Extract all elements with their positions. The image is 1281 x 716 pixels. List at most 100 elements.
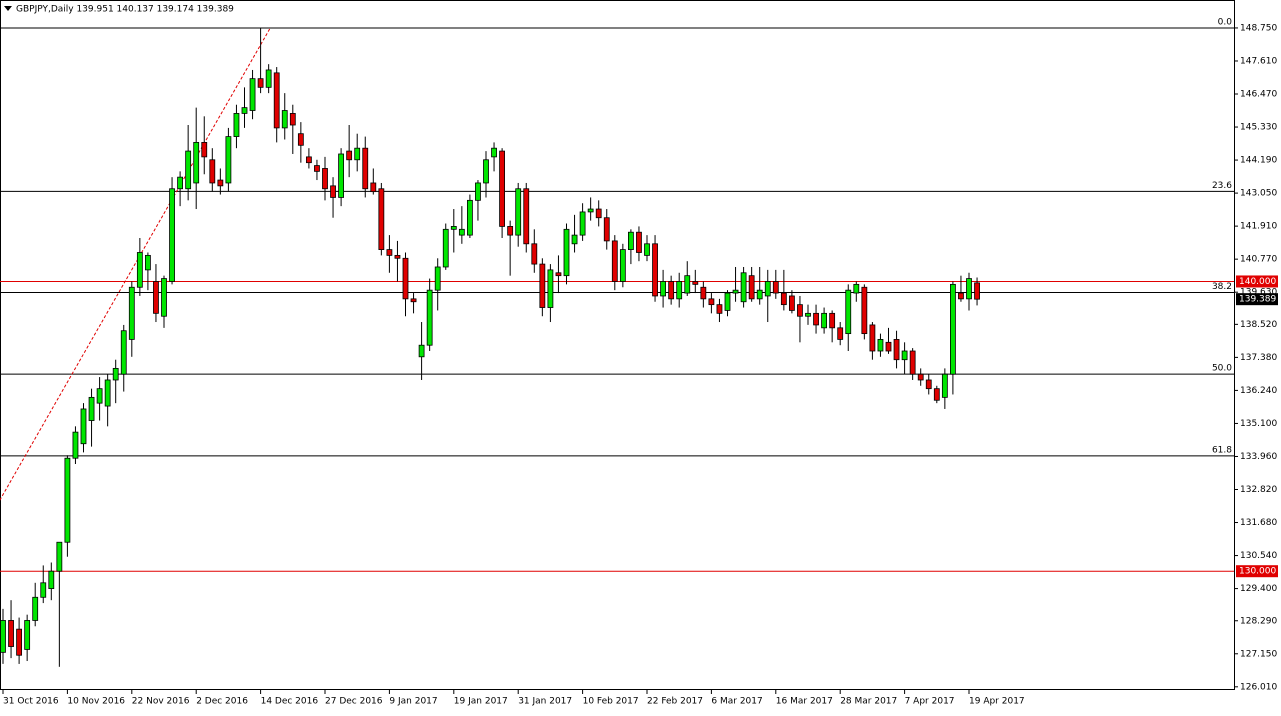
candle-body (289, 113, 296, 126)
candle-body (0, 620, 6, 653)
candle-body (136, 252, 143, 288)
y-tick-label: 147.610 (1240, 56, 1277, 66)
candle-body (619, 249, 626, 282)
candle-body (966, 278, 972, 300)
chart-title: GBPJPY,Daily 139.951 140.137 139.174 139… (16, 5, 234, 15)
candle-body (579, 211, 586, 236)
x-tick-label: 22 Nov 2016 (132, 697, 190, 707)
y-tick-label: 148.750 (1240, 23, 1277, 33)
candle-body (32, 596, 39, 621)
candle-body (80, 408, 87, 445)
x-tick-label: 16 Mar 2017 (776, 697, 833, 707)
candle-body (499, 150, 506, 227)
candle-body (772, 281, 779, 294)
candle-body (128, 286, 135, 340)
candle-body (104, 379, 111, 407)
candle-body (257, 78, 264, 88)
candle-body (756, 289, 763, 300)
candle-body (748, 275, 755, 300)
candle-body (96, 388, 103, 404)
candle-body (418, 344, 425, 358)
y-tick-label: 140.770 (1240, 255, 1277, 265)
candle-body (305, 156, 312, 164)
candle-body (732, 289, 739, 294)
candle-body (233, 113, 240, 137)
candle-body (933, 388, 940, 401)
candle-body (716, 304, 723, 314)
candle-body (571, 234, 578, 245)
candle-body (386, 249, 393, 256)
candle-body (515, 188, 522, 236)
candle-body (603, 217, 610, 242)
candle-body (48, 570, 55, 589)
candle-body (595, 208, 602, 219)
candle-body (917, 373, 924, 381)
candle-body (161, 278, 167, 317)
candle-body (241, 107, 248, 114)
candle-body (893, 339, 900, 361)
candle-body (225, 136, 232, 184)
candle-body (507, 226, 514, 236)
candle-body (475, 182, 481, 201)
x-tick-label: 10 Nov 2016 (67, 697, 125, 707)
candle-body (611, 240, 618, 282)
price-level-tag-label: 140.000 (1239, 277, 1276, 287)
y-tick-label: 135.100 (1240, 419, 1277, 429)
x-tick-label: 19 Jan 2017 (454, 697, 508, 707)
x-tick-label: 28 Mar 2017 (840, 697, 897, 707)
candle-body (442, 228, 449, 268)
candle-body (426, 289, 433, 346)
x-tick-label: 10 Feb 2017 (583, 697, 639, 707)
candle-body (644, 243, 650, 256)
candle-body (169, 188, 175, 282)
candle-body (217, 179, 224, 187)
candle-body (370, 182, 377, 193)
y-tick-label: 129.400 (1240, 584, 1277, 594)
y-tick-label: 132.820 (1240, 485, 1277, 495)
candle-body (394, 254, 401, 259)
x-tick-label: 2 Dec 2016 (196, 697, 248, 707)
y-tick-label: 126.010 (1240, 682, 1277, 692)
fib-level-label: 61.8 (1212, 445, 1232, 455)
candle-body (877, 339, 884, 352)
symbol-menu-icon[interactable] (4, 6, 12, 11)
candle-body (829, 312, 836, 329)
candle-body (789, 295, 795, 311)
candle-body (177, 176, 184, 190)
y-tick-label: 143.050 (1240, 189, 1277, 199)
fib-level-label: 38.2 (1212, 282, 1232, 292)
candle-body (249, 78, 256, 111)
candle-body (402, 257, 409, 300)
candle-body (297, 133, 304, 146)
fib-level-label: 0.0 (1218, 17, 1233, 27)
candle-body (201, 141, 208, 158)
candle-body (958, 292, 964, 300)
candle-body (724, 292, 731, 311)
candle-body (193, 141, 200, 184)
y-tick-label: 133.960 (1240, 452, 1277, 462)
x-tick-label: 14 Dec 2016 (261, 697, 319, 707)
x-tick-label: 31 Oct 2016 (3, 697, 59, 707)
candle-body (821, 312, 827, 329)
y-tick-label: 145.330 (1240, 123, 1277, 133)
candle-body (40, 582, 47, 598)
y-tick-label: 146.470 (1240, 90, 1277, 100)
candle-body (273, 72, 280, 129)
candle-body (700, 286, 707, 300)
candle-body (531, 243, 538, 265)
x-tick-label: 19 Apr 2017 (969, 697, 1025, 707)
candle-body (330, 185, 336, 198)
candle-body (8, 620, 14, 647)
candle-body (676, 281, 683, 300)
candle-body (322, 168, 328, 190)
candle-body (24, 620, 31, 650)
candle-body (636, 231, 642, 253)
candle-body (628, 231, 634, 250)
candle-body (144, 254, 151, 271)
x-tick-label: 27 Dec 2016 (325, 697, 383, 707)
candle-body (909, 350, 916, 375)
candle-body (740, 272, 747, 303)
candle-body (314, 165, 320, 172)
candle-body (491, 147, 497, 158)
candle-body (354, 147, 361, 161)
